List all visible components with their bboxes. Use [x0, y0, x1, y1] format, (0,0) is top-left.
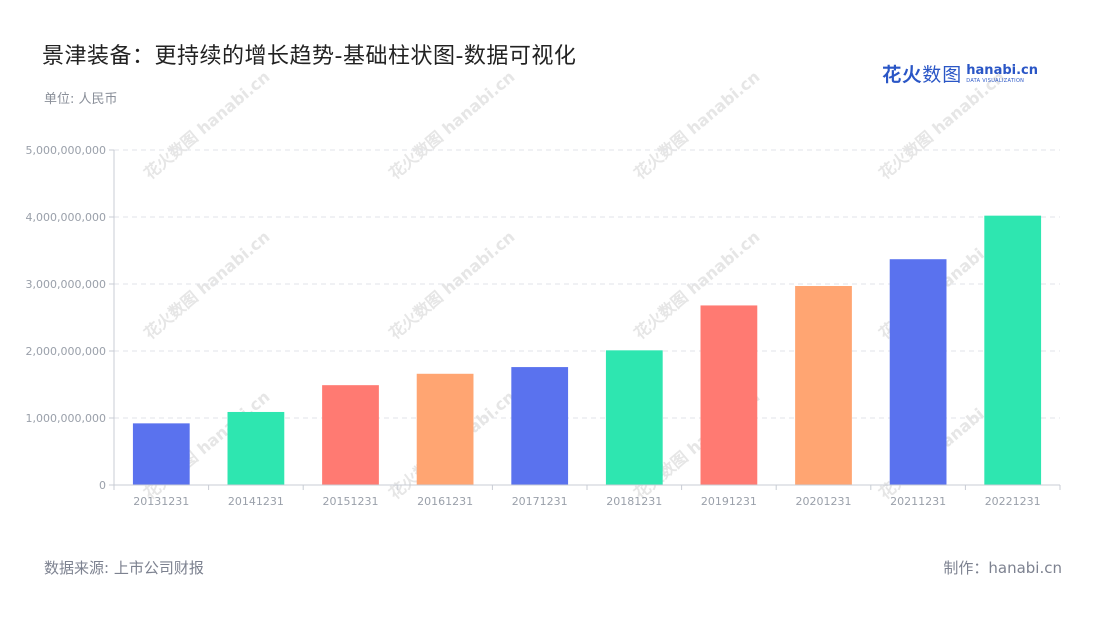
y-tick-label: 0	[99, 479, 106, 492]
logo-cn-light: 数图	[922, 64, 963, 86]
watermark: 花火数图 hanabi.cn	[140, 227, 273, 343]
bar	[795, 286, 852, 485]
x-tick-label: 20131231	[133, 495, 189, 508]
logo-en: hanabi.cn DATA VISUALIZATION	[966, 64, 1038, 84]
logo-cn: 花火数图	[882, 60, 962, 87]
y-tick-label: 3,000,000,000	[26, 278, 106, 291]
x-tick-label: 20161231	[417, 495, 473, 508]
x-tick-label: 20181231	[606, 495, 662, 508]
watermark: 花火数图 hanabi.cn	[140, 67, 273, 183]
y-tick-label: 1,000,000,000	[26, 412, 106, 425]
bar	[511, 367, 569, 485]
x-axis: 20131231 20141231 20151231 20161231 20171231…	[113, 484, 1061, 508]
watermark: 花火数图 hanabi.cn	[385, 67, 518, 183]
watermark: 花火数图 hanabi.cn	[630, 67, 763, 183]
x-tick-label: 20191231	[701, 495, 757, 508]
logo-en-sub: DATA VISUALIZATION	[966, 77, 1025, 84]
bars	[132, 215, 1042, 485]
bar	[132, 423, 190, 485]
unit-label: 单位: 人民币	[44, 92, 118, 107]
y-tick-label: 2,000,000,000	[26, 345, 106, 358]
x-tick-label: 20221231	[985, 495, 1041, 508]
y-tick-label: 4,000,000,000	[26, 211, 106, 224]
watermark: 花火数图 hanabi.cn	[385, 227, 518, 343]
logo-cn-bold: 花火	[882, 64, 923, 86]
bar	[227, 411, 285, 485]
logo-en-text: hanabi.cn	[966, 62, 1038, 78]
brand-logo: 花火数图 hanabi.cn DATA VISUALIZATION	[882, 60, 1038, 87]
y-axis: 0 1,000,000,000 2,000,000,000 3,000,000,000…	[26, 144, 115, 492]
bar	[416, 373, 474, 485]
bar	[984, 215, 1042, 485]
x-tick-label: 20151231	[323, 495, 379, 508]
x-tick-label: 20201231	[796, 495, 852, 508]
x-tick-label: 20211231	[890, 495, 946, 508]
bar	[322, 385, 379, 485]
grid-lines	[114, 149, 1060, 419]
bar	[889, 259, 947, 485]
chart-title: 景津装备：更持续的增长趋势-基础柱状图-数据可视化	[42, 44, 577, 69]
x-tick-label: 20141231	[228, 495, 284, 508]
x-tick-label: 20171231	[512, 495, 568, 508]
data-source: 数据来源: 上市公司财报	[44, 559, 204, 577]
made-by: 制作：hanabi.cn	[943, 559, 1062, 577]
y-tick-label: 5,000,000,000	[26, 144, 106, 157]
bar	[700, 305, 758, 485]
bar	[605, 350, 663, 485]
